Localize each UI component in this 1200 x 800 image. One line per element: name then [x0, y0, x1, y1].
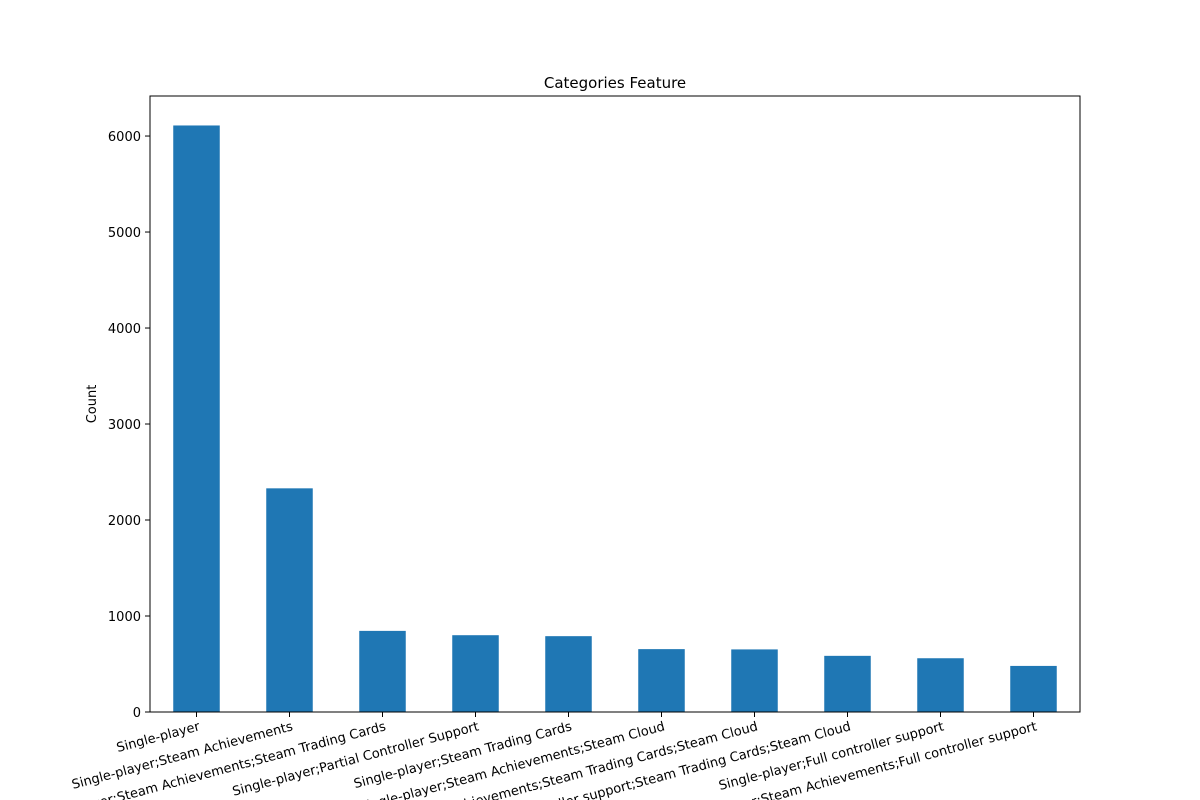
bar	[452, 635, 499, 712]
y-tick-label: 0	[133, 706, 141, 721]
bar	[266, 488, 313, 712]
y-tick-label: 5000	[108, 226, 141, 241]
bar	[173, 125, 220, 713]
y-axis-label: Count	[85, 385, 100, 424]
bar	[917, 658, 964, 712]
bar	[731, 649, 778, 712]
chart-title: Categories Feature	[544, 74, 686, 92]
bar	[824, 655, 871, 712]
bar	[359, 630, 406, 712]
y-tick-label: 6000	[108, 130, 141, 145]
y-tick-label: 2000	[108, 514, 141, 529]
y-tick-label: 1000	[108, 610, 141, 625]
y-tick-label: 3000	[108, 418, 141, 433]
bar	[638, 649, 685, 712]
plot-frame	[149, 95, 1081, 713]
bar	[545, 636, 592, 712]
bar	[1010, 665, 1057, 712]
y-tick-label: 4000	[108, 322, 141, 337]
